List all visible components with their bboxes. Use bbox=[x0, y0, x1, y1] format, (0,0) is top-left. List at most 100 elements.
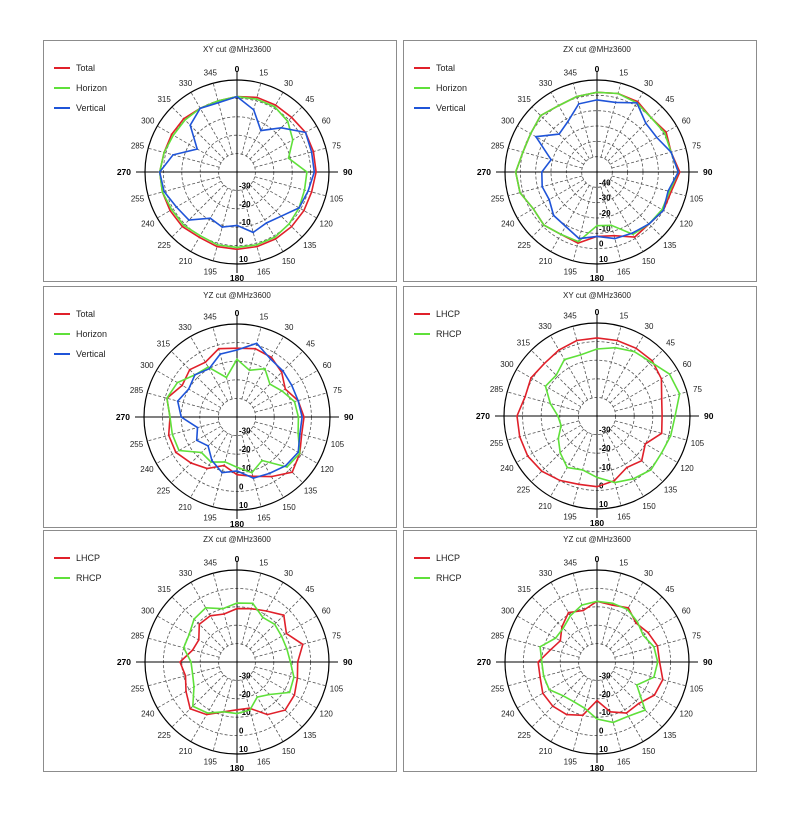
data-point bbox=[191, 649, 194, 651]
angle-tick-label: 105 bbox=[690, 195, 704, 204]
radial-tick-label: -20 bbox=[599, 690, 611, 699]
legend-label: LHCP bbox=[436, 553, 460, 563]
data-point bbox=[198, 236, 201, 239]
grid-spoke bbox=[249, 596, 303, 650]
angle-tick-label: 15 bbox=[619, 312, 628, 321]
radial-tick-label: -10 bbox=[599, 224, 611, 233]
polar-chart-6: YZ cut @MHz3600 0 15 30 45 60 75 90 105 120 135 150… bbox=[414, 535, 713, 773]
chart-title: XY cut @MHz3600 bbox=[563, 291, 632, 300]
data-point bbox=[268, 472, 271, 475]
polar-panel-3: YZ cut @MHz3600 0 15 30 45 60 75 90 105 120 135 150… bbox=[43, 286, 397, 529]
angle-tick-label: 0 bbox=[235, 64, 240, 74]
grid-spoke bbox=[241, 189, 262, 261]
angle-tick-label: 345 bbox=[204, 69, 218, 78]
grid-spoke bbox=[148, 147, 220, 168]
data-point bbox=[261, 459, 264, 462]
legend-label: LHCP bbox=[76, 553, 100, 563]
data-point bbox=[301, 643, 304, 646]
angle-tick-label: 315 bbox=[157, 95, 171, 104]
grid-spoke bbox=[190, 432, 229, 498]
grid-spoke bbox=[614, 420, 687, 441]
data-point bbox=[184, 119, 186, 121]
angle-tick-label: 135 bbox=[303, 731, 317, 740]
grid-spoke bbox=[550, 431, 589, 497]
data-point bbox=[187, 388, 190, 390]
data-point bbox=[236, 470, 238, 472]
angle-tick-label: 120 bbox=[680, 464, 694, 473]
data-point bbox=[284, 388, 287, 390]
grid-spoke bbox=[607, 182, 663, 238]
angle-tick-label: 180 bbox=[230, 763, 244, 773]
polar-chart-5: ZX cut @MHz3600 0 15 30 45 60 75 90 105 120 135 150… bbox=[54, 535, 353, 773]
data-point bbox=[313, 171, 316, 173]
data-point bbox=[626, 608, 629, 611]
data-point bbox=[273, 105, 276, 108]
angle-tick-label: 195 bbox=[564, 757, 578, 766]
angle-tick-label: 150 bbox=[642, 502, 656, 511]
grid-spoke bbox=[254, 176, 326, 197]
data-point bbox=[290, 116, 293, 119]
data-point bbox=[627, 606, 630, 609]
angle-tick-label: 285 bbox=[130, 386, 144, 395]
data-point bbox=[529, 132, 532, 135]
angle-tick-label: 45 bbox=[665, 95, 674, 104]
data-point bbox=[217, 100, 219, 102]
angle-tick-label: 135 bbox=[304, 487, 318, 496]
grid-spoke bbox=[157, 670, 222, 709]
data-point bbox=[236, 602, 238, 605]
grid-spoke bbox=[605, 677, 644, 742]
data-point bbox=[236, 349, 238, 351]
angle-tick-label: 300 bbox=[141, 117, 155, 126]
angle-tick-label: 240 bbox=[141, 220, 155, 229]
data-point bbox=[172, 153, 174, 156]
angle-tick-label: 165 bbox=[617, 757, 631, 766]
data-point bbox=[282, 370, 284, 372]
data-point bbox=[577, 483, 580, 486]
data-point bbox=[273, 236, 276, 239]
angle-tick-label: 330 bbox=[539, 569, 553, 578]
grid-spoke bbox=[249, 674, 303, 728]
data-point bbox=[541, 692, 544, 695]
angle-tick-label: 165 bbox=[617, 512, 631, 521]
data-point bbox=[524, 395, 527, 398]
angle-tick-label: 255 bbox=[130, 440, 144, 449]
angle-tick-label: 270 bbox=[116, 412, 130, 422]
data-point bbox=[236, 224, 238, 227]
angle-tick-label: 135 bbox=[664, 486, 678, 495]
angle-tick-label: 210 bbox=[539, 747, 553, 756]
data-point bbox=[268, 383, 271, 386]
angle-tick-label: 255 bbox=[131, 685, 145, 694]
data-point bbox=[652, 645, 655, 648]
data-point bbox=[516, 415, 518, 417]
data-point bbox=[636, 620, 639, 623]
data-point bbox=[650, 116, 653, 119]
data-point bbox=[548, 688, 551, 691]
data-point bbox=[647, 631, 649, 634]
data-point bbox=[579, 354, 582, 356]
data-point bbox=[252, 477, 255, 479]
data-point bbox=[550, 158, 552, 161]
data-point bbox=[596, 336, 598, 339]
angle-tick-label: 270 bbox=[476, 411, 490, 421]
angle-tick-label: 330 bbox=[179, 569, 193, 578]
data-point bbox=[635, 102, 638, 104]
chart-title: ZX cut @MHz3600 bbox=[203, 535, 271, 544]
data-point bbox=[660, 432, 663, 435]
data-point bbox=[526, 455, 529, 457]
data-point bbox=[195, 439, 198, 442]
data-point bbox=[315, 171, 318, 173]
angle-tick-label: 285 bbox=[491, 631, 505, 640]
data-point bbox=[193, 618, 195, 620]
angle-tick-label: 105 bbox=[330, 195, 344, 204]
radial-tick-label: 0 bbox=[599, 240, 604, 249]
data-point bbox=[288, 691, 291, 694]
radial-tick-label: -10 bbox=[239, 708, 251, 717]
data-point bbox=[184, 674, 187, 677]
data-point bbox=[298, 432, 301, 435]
grid-spoke bbox=[572, 186, 594, 261]
data-point bbox=[596, 99, 598, 101]
grid-spoke bbox=[245, 582, 284, 647]
grid-spoke bbox=[252, 615, 317, 654]
data-point bbox=[250, 607, 253, 610]
data-point bbox=[236, 95, 238, 98]
